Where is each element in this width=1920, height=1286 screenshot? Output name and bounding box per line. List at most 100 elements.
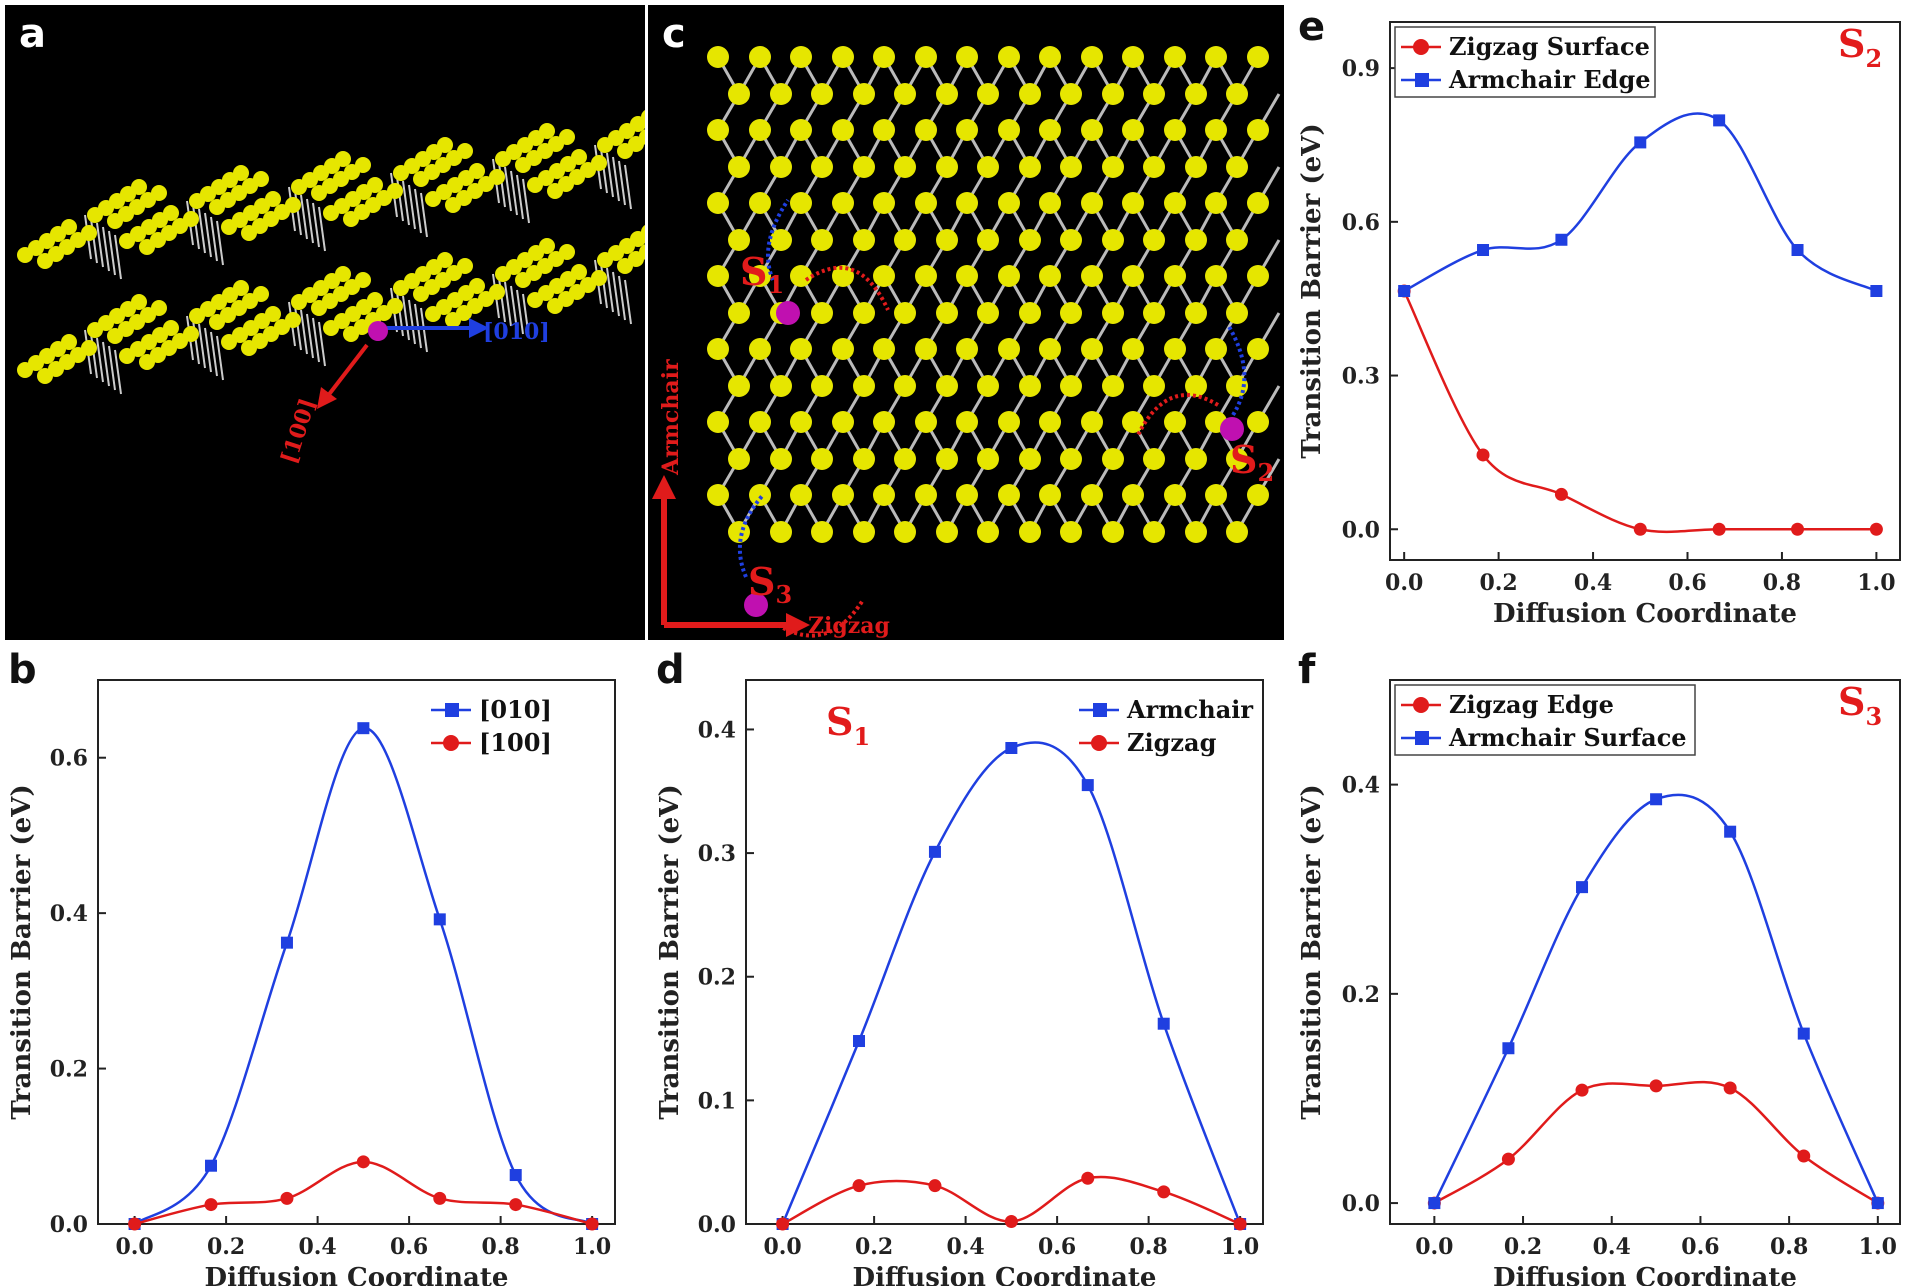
atom bbox=[1247, 338, 1269, 360]
atom bbox=[936, 83, 958, 105]
data-point bbox=[1633, 522, 1647, 536]
atom bbox=[1060, 302, 1082, 324]
atom bbox=[1039, 338, 1061, 360]
legend-label: Armchair bbox=[1126, 695, 1253, 724]
x-axis-title: Diffusion Coordinate bbox=[205, 1263, 509, 1286]
atom bbox=[61, 219, 77, 235]
atom bbox=[489, 284, 505, 300]
bond bbox=[522, 293, 530, 339]
atom bbox=[457, 143, 473, 159]
x-tick-label: 0.0 bbox=[763, 1234, 801, 1260]
bond bbox=[114, 349, 122, 395]
atom bbox=[131, 294, 147, 310]
adatom-s1 bbox=[776, 301, 800, 325]
atom bbox=[790, 484, 812, 506]
series-line-0 bbox=[1433, 1080, 1879, 1205]
panel-a-letter: a bbox=[19, 11, 46, 57]
atom bbox=[1081, 265, 1103, 287]
data-point bbox=[928, 1179, 942, 1193]
atom bbox=[915, 192, 937, 214]
atom bbox=[1039, 46, 1061, 68]
atom bbox=[1226, 448, 1248, 470]
atom bbox=[956, 119, 978, 141]
atom bbox=[1122, 119, 1144, 141]
data-point bbox=[509, 1198, 523, 1212]
atom bbox=[1226, 302, 1248, 324]
atom bbox=[571, 149, 587, 165]
data-point bbox=[1712, 522, 1726, 536]
atom bbox=[977, 302, 999, 324]
atom bbox=[790, 46, 812, 68]
atom bbox=[559, 129, 575, 145]
x-tick-label: 0.4 bbox=[1574, 570, 1612, 596]
atom bbox=[1185, 156, 1207, 178]
chart-e-canvas: 0.0 0.2 0.4 0.6 0.8 1.0 0.0 0.3 0.6 0.9 Diffusion … bbox=[1297, 4, 1901, 629]
data-point bbox=[1081, 779, 1094, 792]
s1-zigzag-path bbox=[804, 265, 890, 311]
x-tick-label: 0.2 bbox=[1504, 1234, 1542, 1260]
atom bbox=[1205, 119, 1227, 141]
y-tick-label: 0.0 bbox=[698, 1212, 736, 1238]
plot-frame bbox=[1389, 679, 1901, 1225]
legend-box bbox=[1394, 26, 1656, 98]
y-axis-title: Transition Barrier (eV) bbox=[7, 784, 37, 1119]
data-point bbox=[1634, 136, 1647, 149]
data-point bbox=[1398, 285, 1411, 297]
adatom bbox=[368, 321, 388, 341]
atom bbox=[956, 192, 978, 214]
bond bbox=[114, 234, 122, 280]
x-tick-label: 0.8 bbox=[1129, 1234, 1167, 1260]
y-tick-label: 0.6 bbox=[50, 746, 88, 772]
atom bbox=[1164, 411, 1186, 433]
atom bbox=[1164, 338, 1186, 360]
data-point bbox=[433, 913, 446, 926]
atom bbox=[233, 280, 249, 296]
atom bbox=[998, 46, 1020, 68]
atom bbox=[1143, 521, 1165, 543]
structure-a-canvas: a [010] [100] bbox=[17, 11, 645, 467]
atom bbox=[770, 229, 792, 251]
arrow-010-head bbox=[469, 318, 489, 338]
atom bbox=[1247, 46, 1269, 68]
bond bbox=[96, 222, 104, 268]
label-s1: S1 bbox=[740, 249, 784, 299]
atom bbox=[367, 292, 383, 308]
legend-marker bbox=[1413, 697, 1429, 713]
atom bbox=[1019, 302, 1041, 324]
y-tick-label: 0.9 bbox=[1342, 56, 1380, 82]
atom bbox=[285, 197, 301, 213]
atom bbox=[998, 265, 1020, 287]
atom bbox=[1102, 302, 1124, 324]
atom bbox=[977, 156, 999, 178]
atom bbox=[728, 156, 750, 178]
atom bbox=[1122, 46, 1144, 68]
atom bbox=[936, 156, 958, 178]
atom bbox=[335, 266, 351, 282]
legend-label: [010] bbox=[479, 695, 552, 724]
bond bbox=[210, 331, 218, 377]
y-tick-label: 0.0 bbox=[50, 1212, 88, 1238]
atom bbox=[151, 300, 167, 316]
data-point bbox=[1575, 1083, 1589, 1097]
atom bbox=[559, 244, 575, 260]
bond bbox=[624, 279, 632, 325]
atom bbox=[832, 411, 854, 433]
atom bbox=[873, 411, 895, 433]
atom bbox=[790, 338, 812, 360]
y-tick-label: 0.3 bbox=[698, 841, 736, 867]
data-point bbox=[1576, 881, 1589, 894]
data-point bbox=[205, 1159, 218, 1172]
atom bbox=[749, 46, 771, 68]
atom bbox=[770, 521, 792, 543]
atom bbox=[641, 110, 645, 124]
atom bbox=[956, 265, 978, 287]
s3-zigzag-path bbox=[776, 598, 865, 638]
atom bbox=[998, 338, 1020, 360]
atom bbox=[1102, 375, 1124, 397]
atom bbox=[894, 375, 916, 397]
atom bbox=[936, 521, 958, 543]
atom bbox=[790, 192, 812, 214]
bond bbox=[102, 226, 110, 272]
atom bbox=[832, 265, 854, 287]
y-tick-label: 0.4 bbox=[698, 717, 736, 743]
